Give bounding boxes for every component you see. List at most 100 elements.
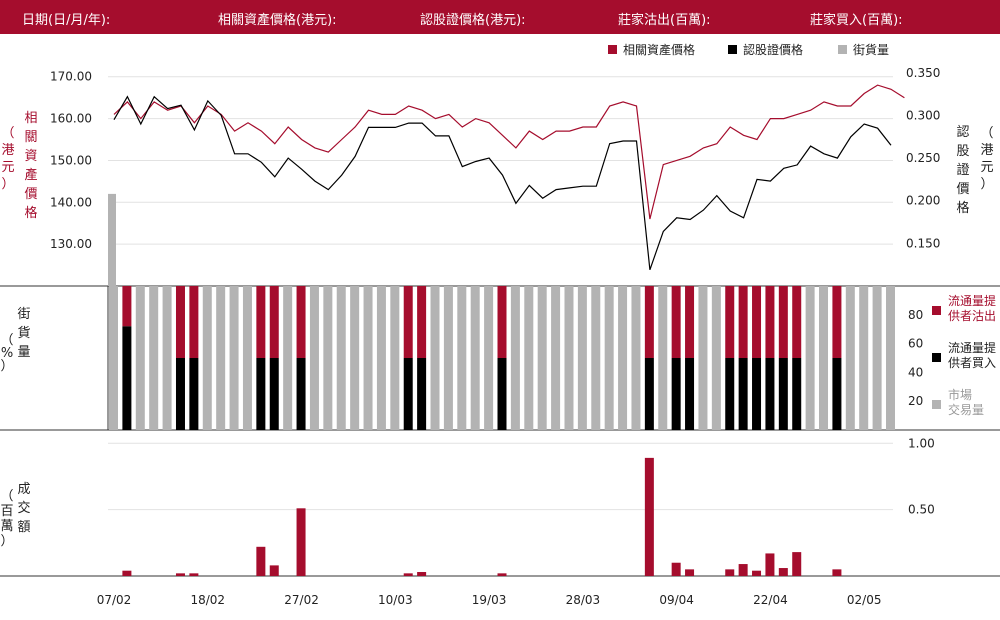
lp-buy-bar — [765, 358, 775, 430]
mid-axis-tick: 20 — [908, 394, 923, 408]
lp-buy-bar — [792, 358, 802, 430]
x-axis-tick: 18/02 — [190, 593, 225, 607]
market-volume-bar — [363, 286, 373, 430]
right-axis-title: 認股證價格 — [956, 124, 969, 216]
lp-sell-bar — [725, 286, 735, 358]
market-volume-bar — [162, 286, 172, 430]
bottom-axis-unit-char: 百 — [0, 504, 13, 519]
market-volume-bar — [845, 286, 855, 430]
market-volume-bar — [202, 286, 212, 430]
underlying-price-label: 相關資產價格(港元): — [218, 13, 337, 28]
left-axis-tick: 160.00 — [50, 112, 92, 126]
lp-buy-bar — [685, 358, 695, 430]
market-volume-bar — [323, 286, 333, 430]
market-volume-bar — [631, 286, 641, 430]
lp-buy-bar — [417, 358, 427, 430]
left-axis-title-char: 價 — [24, 187, 37, 202]
market-volume-bar — [591, 286, 601, 430]
mid-axis-tick: 40 — [908, 365, 923, 379]
bottom-axis-title-char: 成 — [17, 482, 30, 497]
mid-axis-unit-char: ） — [0, 359, 13, 374]
legend-label: 相關資產價格 — [623, 42, 695, 57]
market-volume-bar — [149, 286, 159, 430]
market-volume-bar — [618, 286, 628, 430]
right-axis-title-char: 格 — [956, 200, 969, 216]
lp-sell-bar — [738, 286, 748, 358]
market-volume-bar — [109, 286, 118, 430]
right-axis-title-char: 認 — [956, 124, 969, 140]
turnover-bar — [497, 573, 507, 576]
left-axis-tick: 140.00 — [50, 195, 92, 209]
bottom-axis-unit-char: ） — [0, 534, 13, 549]
market-volume-bar — [135, 286, 145, 430]
mid-legend-label: 供者沽出 — [948, 309, 996, 323]
lp-buy-bar — [671, 358, 681, 430]
market-volume-bar — [470, 286, 480, 430]
mid-axis-title-char: 貨 — [17, 325, 30, 341]
turnover-bar — [296, 508, 306, 576]
bottom-axis-unit-char: （ — [0, 489, 13, 504]
left-axis-tick: 150.00 — [50, 153, 92, 167]
market-volume-bar — [805, 286, 815, 430]
mid-axis-title-char: 量 — [17, 345, 30, 360]
right-axis-tick: 0.350 — [906, 66, 940, 80]
lp-buy-bar — [644, 358, 654, 430]
market-volume-bar — [524, 286, 534, 430]
lp-sell-bar — [644, 286, 654, 358]
lp-buy-bar — [778, 358, 788, 430]
right-axis-unit-char: （ — [980, 126, 993, 141]
left-axis-unit-char: 港 — [1, 143, 14, 158]
bottom-axis-title-char: 額 — [17, 520, 30, 535]
legend-swatch — [608, 45, 617, 54]
right-axis-tick: 0.250 — [906, 151, 940, 165]
lp-sell-bar — [256, 286, 266, 358]
market-volume-bar — [577, 286, 587, 430]
market-volume-bar — [886, 286, 895, 430]
market-volume-bar — [604, 286, 614, 430]
lp-sell-bar — [832, 286, 842, 358]
lp-sell-bar — [792, 286, 802, 358]
turnover-bar — [671, 562, 681, 576]
market-volume-bar — [216, 286, 226, 430]
lp-sell-bar — [752, 286, 762, 358]
x-axis-tick: 09/04 — [659, 593, 694, 607]
mid-axis-title: 街貨量 — [17, 307, 30, 360]
market-volume-bar — [859, 286, 869, 430]
lp-sell-bar — [765, 286, 775, 358]
lp-buy-bar — [122, 326, 132, 430]
turnover-bar — [765, 553, 775, 576]
buy-amount-label: 莊家買入(百萬): — [810, 13, 903, 28]
market-volume-bar — [564, 286, 574, 430]
turnover-bar — [417, 572, 427, 576]
right-axis-unit-char: 元 — [980, 160, 993, 175]
mid-legend-label: 供者買入 — [948, 356, 996, 370]
bottom-axis-tick: 0.50 — [908, 503, 935, 517]
lp-sell-bar — [403, 286, 413, 358]
lp-sell-bar — [417, 286, 427, 358]
right-axis-title-char: 價 — [956, 182, 969, 197]
bottom-axis-unit: （百萬） — [0, 489, 13, 549]
market-volume-bar — [283, 286, 293, 430]
lp-sell-bar — [671, 286, 681, 358]
mid-axis-title-char: 街 — [17, 307, 30, 322]
lp-sell-bar — [269, 286, 279, 358]
right-axis-title-char: 證 — [956, 162, 969, 178]
left-axis-title-char: 產 — [24, 167, 37, 183]
lp-sell-bar — [175, 286, 185, 358]
left-axis-title-char: 關 — [24, 130, 37, 145]
x-axis-tick: 22/04 — [753, 593, 788, 607]
lp-sell-bar — [778, 286, 788, 358]
lp-buy-bar — [738, 358, 748, 430]
market-volume-bar — [872, 286, 882, 430]
x-axis-tick: 27/02 — [284, 593, 319, 607]
turnover-bar — [778, 568, 788, 576]
turnover-bar — [792, 552, 802, 576]
lp-buy-bar — [725, 358, 735, 430]
turnover-bar — [644, 457, 654, 576]
market-volume-bar — [336, 286, 346, 430]
x-axis-tick: 02/05 — [847, 593, 882, 607]
underlying-price-line — [113, 84, 905, 220]
turnover-bar — [256, 546, 266, 576]
right-axis-unit-char: 港 — [980, 143, 993, 158]
market-volume-bar — [537, 286, 547, 430]
